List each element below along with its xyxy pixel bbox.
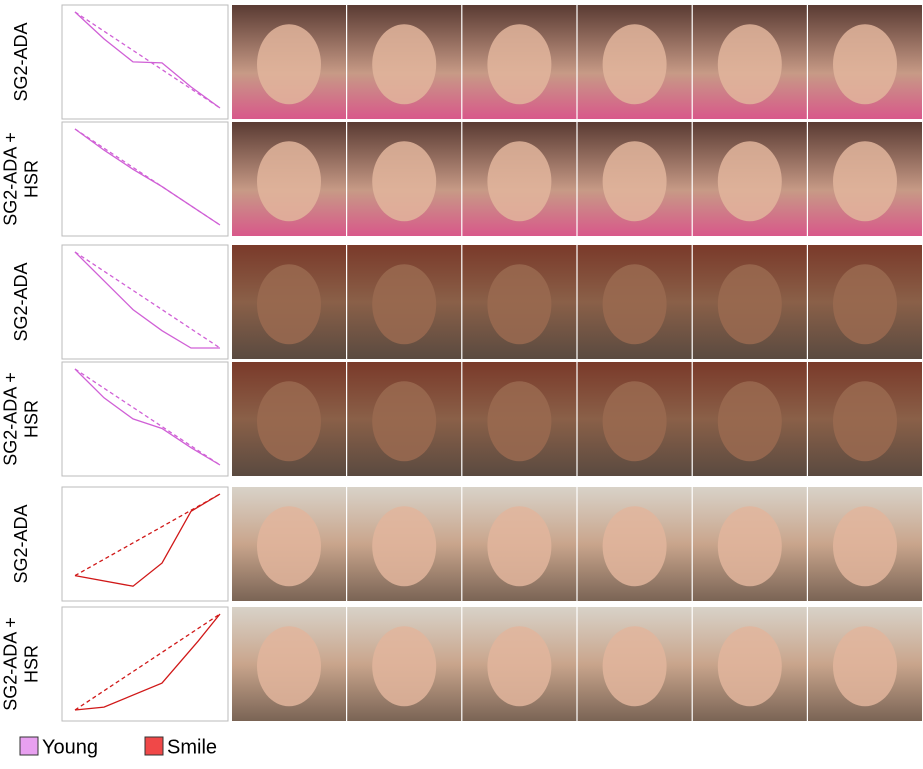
row-label: SG2-ADA +	[0, 372, 20, 466]
face	[603, 24, 667, 104]
face	[603, 141, 667, 221]
legend-label: Smile	[167, 736, 217, 758]
face	[257, 381, 321, 461]
face	[487, 506, 551, 586]
plot-frame	[62, 607, 228, 721]
row-label: SG2-ADA	[11, 22, 31, 101]
row-label: SG2-ADA +	[0, 132, 20, 226]
plot-frame	[62, 245, 228, 359]
face	[833, 141, 897, 221]
face	[833, 381, 897, 461]
face	[257, 264, 321, 344]
face	[372, 626, 436, 706]
face	[833, 626, 897, 706]
face	[718, 141, 782, 221]
face	[487, 381, 551, 461]
face	[603, 381, 667, 461]
row-label: SG2-ADA	[11, 504, 31, 583]
face	[257, 506, 321, 586]
face	[257, 626, 321, 706]
face	[718, 24, 782, 104]
face	[372, 141, 436, 221]
face	[487, 264, 551, 344]
face	[487, 24, 551, 104]
legend-swatch	[20, 737, 38, 755]
row-label: HSR	[21, 160, 41, 198]
plot-frame	[62, 122, 228, 236]
legend-swatch	[145, 737, 163, 755]
face	[603, 506, 667, 586]
legend-label: Young	[42, 736, 98, 758]
row-label: SG2-ADA	[11, 262, 31, 341]
face	[372, 264, 436, 344]
face	[718, 506, 782, 586]
face	[833, 506, 897, 586]
plot-frame	[62, 362, 228, 476]
face	[833, 24, 897, 104]
face	[257, 24, 321, 104]
face	[372, 506, 436, 586]
row-label: HSR	[21, 400, 41, 438]
face	[487, 141, 551, 221]
face	[257, 141, 321, 221]
face	[833, 264, 897, 344]
face	[718, 626, 782, 706]
face	[603, 626, 667, 706]
face	[603, 264, 667, 344]
figure: SG2-ADASG2-ADA +HSRSG2-ADASG2-ADA +HSRSG…	[0, 0, 923, 769]
face	[372, 24, 436, 104]
row-label: HSR	[21, 645, 41, 683]
face	[718, 264, 782, 344]
face	[487, 626, 551, 706]
row-label: SG2-ADA +	[0, 617, 20, 711]
face	[372, 381, 436, 461]
face	[718, 381, 782, 461]
